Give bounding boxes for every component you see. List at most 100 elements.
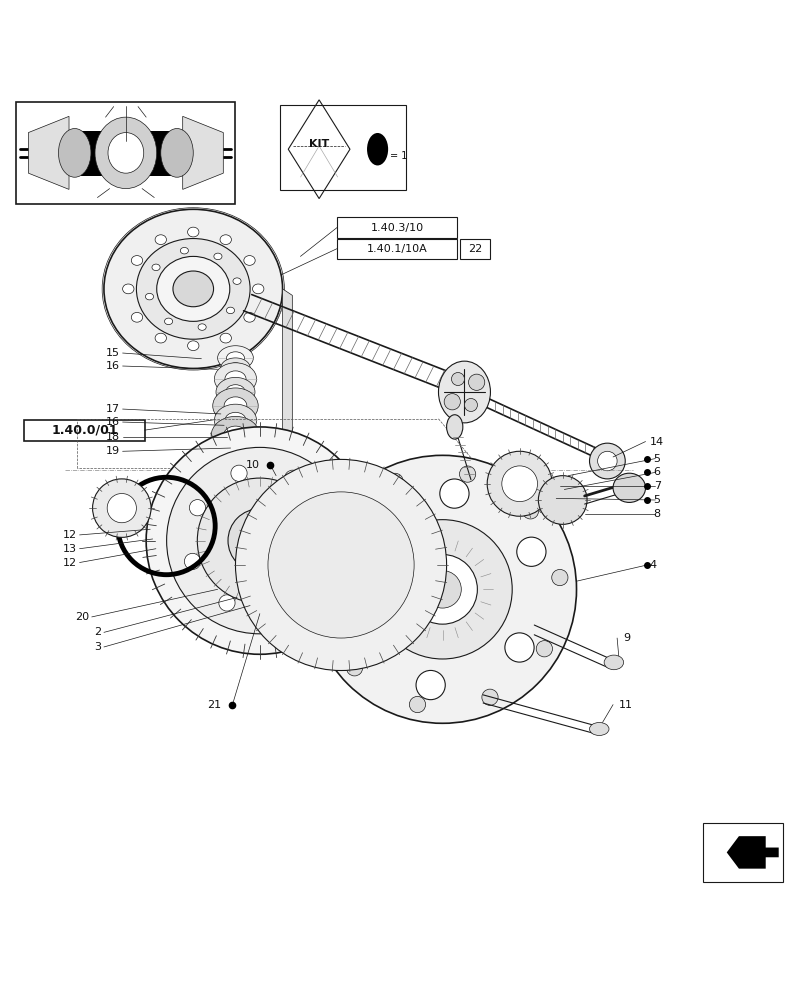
Ellipse shape: [504, 633, 534, 662]
Text: 16: 16: [106, 361, 120, 371]
Ellipse shape: [612, 473, 645, 502]
Ellipse shape: [107, 494, 136, 523]
Ellipse shape: [589, 722, 608, 735]
Ellipse shape: [409, 696, 425, 713]
Ellipse shape: [230, 465, 247, 481]
Ellipse shape: [108, 133, 144, 173]
Ellipse shape: [308, 455, 576, 723]
Ellipse shape: [226, 352, 244, 364]
Text: 10: 10: [246, 460, 260, 470]
Ellipse shape: [216, 377, 255, 407]
Text: 5: 5: [653, 495, 660, 505]
Ellipse shape: [225, 385, 245, 399]
Ellipse shape: [184, 553, 200, 570]
Ellipse shape: [387, 473, 403, 490]
Text: 3: 3: [94, 642, 101, 652]
Ellipse shape: [444, 394, 460, 410]
Ellipse shape: [212, 388, 258, 424]
Ellipse shape: [367, 133, 388, 165]
Bar: [280, 105, 406, 190]
Ellipse shape: [464, 398, 477, 411]
Ellipse shape: [220, 235, 231, 245]
Ellipse shape: [157, 256, 230, 321]
Ellipse shape: [211, 416, 260, 455]
Ellipse shape: [516, 537, 545, 566]
Bar: [24, 420, 144, 441]
Ellipse shape: [221, 358, 250, 377]
Ellipse shape: [589, 443, 624, 479]
Ellipse shape: [243, 312, 255, 322]
Text: 12: 12: [63, 530, 77, 540]
Ellipse shape: [339, 612, 368, 642]
Ellipse shape: [217, 346, 253, 370]
Ellipse shape: [333, 522, 349, 538]
Ellipse shape: [317, 593, 333, 609]
Ellipse shape: [228, 363, 242, 373]
Ellipse shape: [407, 554, 477, 624]
Ellipse shape: [187, 227, 199, 237]
Text: 1.40.1/10A: 1.40.1/10A: [367, 244, 427, 254]
Ellipse shape: [180, 247, 188, 254]
Text: 9: 9: [622, 633, 629, 643]
Polygon shape: [282, 289, 292, 439]
Ellipse shape: [146, 427, 373, 654]
Text: 12: 12: [63, 558, 77, 568]
Ellipse shape: [225, 412, 246, 429]
Ellipse shape: [122, 284, 134, 294]
Ellipse shape: [314, 565, 330, 582]
Text: 1.40.0/01: 1.40.0/01: [51, 424, 118, 437]
Text: 14: 14: [649, 437, 663, 447]
Ellipse shape: [104, 209, 282, 368]
Ellipse shape: [521, 503, 538, 519]
Ellipse shape: [350, 517, 380, 546]
Ellipse shape: [235, 459, 446, 671]
Ellipse shape: [224, 397, 247, 415]
Ellipse shape: [252, 284, 264, 294]
Bar: [81, 131, 170, 176]
Ellipse shape: [501, 466, 537, 502]
Text: 7: 7: [653, 481, 660, 491]
Ellipse shape: [214, 404, 256, 437]
Text: 20: 20: [75, 612, 89, 622]
Ellipse shape: [459, 466, 475, 482]
Ellipse shape: [597, 451, 616, 471]
Ellipse shape: [319, 512, 335, 528]
Ellipse shape: [58, 129, 91, 177]
Ellipse shape: [161, 129, 193, 177]
Ellipse shape: [226, 307, 234, 314]
Ellipse shape: [440, 479, 469, 508]
Ellipse shape: [173, 271, 213, 307]
Text: 17: 17: [106, 404, 120, 414]
Ellipse shape: [233, 278, 241, 284]
Bar: [337, 239, 457, 259]
Ellipse shape: [152, 264, 160, 271]
Text: 4: 4: [649, 560, 656, 570]
Text: = 1: = 1: [389, 151, 406, 161]
Ellipse shape: [95, 117, 157, 189]
Ellipse shape: [242, 524, 277, 558]
Polygon shape: [28, 116, 69, 189]
Text: 11: 11: [618, 700, 632, 710]
Ellipse shape: [214, 363, 256, 395]
Ellipse shape: [272, 600, 289, 616]
Bar: [16, 102, 235, 204]
Ellipse shape: [155, 333, 166, 343]
Ellipse shape: [551, 569, 567, 586]
Text: 2: 2: [94, 627, 101, 637]
Ellipse shape: [197, 478, 322, 603]
Ellipse shape: [438, 361, 490, 423]
Ellipse shape: [415, 670, 444, 700]
Ellipse shape: [268, 492, 414, 638]
Ellipse shape: [165, 318, 173, 325]
Ellipse shape: [372, 520, 512, 659]
Ellipse shape: [198, 324, 206, 330]
Text: 15: 15: [106, 348, 120, 358]
Polygon shape: [726, 836, 778, 869]
Ellipse shape: [468, 374, 484, 390]
Ellipse shape: [243, 256, 255, 265]
Bar: [702, 823, 782, 882]
Ellipse shape: [346, 660, 363, 676]
Ellipse shape: [92, 479, 151, 537]
Text: 16: 16: [106, 417, 120, 427]
Text: 22: 22: [467, 244, 482, 254]
